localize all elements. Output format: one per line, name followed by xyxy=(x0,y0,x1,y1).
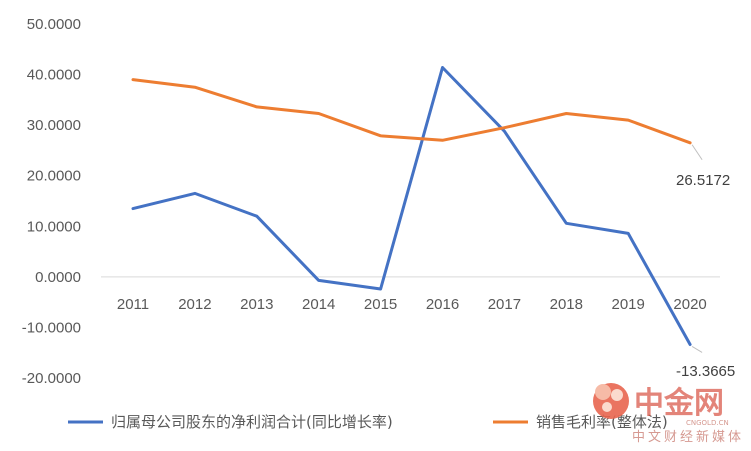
watermark-url: CNGOLD.CN xyxy=(686,419,729,427)
series-line-2 xyxy=(131,78,692,145)
data-label: -13.3665 xyxy=(676,363,735,380)
data-label-leader xyxy=(691,144,703,161)
y-tick-label: 20.0000 xyxy=(27,168,81,185)
y-tick-label: 40.0000 xyxy=(27,67,81,84)
y-axis-tick-labels: 50.0000 40.0000 30.0000 20.0000 10.0000 0.000… xyxy=(22,16,81,387)
x-tick-label: 2015 xyxy=(364,296,397,313)
watermark-logo-icon xyxy=(593,383,629,419)
y-tick-label: 50.0000 xyxy=(27,16,81,33)
y-tick-label: 0.0000 xyxy=(35,269,81,286)
x-tick-label: 2013 xyxy=(240,296,273,313)
watermark: 中金网 中文财经新媒体 CNGOLD.CN xyxy=(593,383,744,445)
y-tick-label: -10.0000 xyxy=(22,319,81,336)
legend-label-1: 归属母公司股东的净利润合计(同比增长率) xyxy=(111,413,393,431)
legend-label-2: 销售毛利率(整体法) xyxy=(536,413,668,431)
x-tick-label: 2020 xyxy=(673,296,706,313)
x-axis-tick-labels: 2011 2012 2013 2014 2015 2016 2017 2018 2019 2020 xyxy=(117,296,707,313)
data-label-leader xyxy=(691,346,703,353)
data-labels: 26.5172 -13.3665 xyxy=(676,172,735,380)
x-tick-label: 2012 xyxy=(178,296,211,313)
x-tick-label: 2018 xyxy=(550,296,583,313)
watermark-tagline: 中文财经新媒体 xyxy=(632,429,744,445)
y-tick-label: 30.0000 xyxy=(27,117,81,134)
series-line-1 xyxy=(131,66,692,346)
watermark-logo-text: 中金网 xyxy=(634,386,724,421)
data-label: 26.5172 xyxy=(676,172,730,189)
y-tick-label: -20.0000 xyxy=(22,370,81,387)
x-tick-label: 2019 xyxy=(612,296,645,313)
x-tick-label: 2011 xyxy=(117,296,149,313)
y-tick-label: 10.0000 xyxy=(27,218,81,235)
x-tick-label: 2014 xyxy=(302,296,335,313)
legend: 归属母公司股东的净利润合计(同比增长率) 销售毛利率(整体法) xyxy=(68,413,668,431)
x-tick-label: 2016 xyxy=(426,296,459,313)
x-tick-label: 2017 xyxy=(488,296,521,313)
series-lines xyxy=(131,66,692,346)
data-label-leader-lines xyxy=(691,144,703,353)
